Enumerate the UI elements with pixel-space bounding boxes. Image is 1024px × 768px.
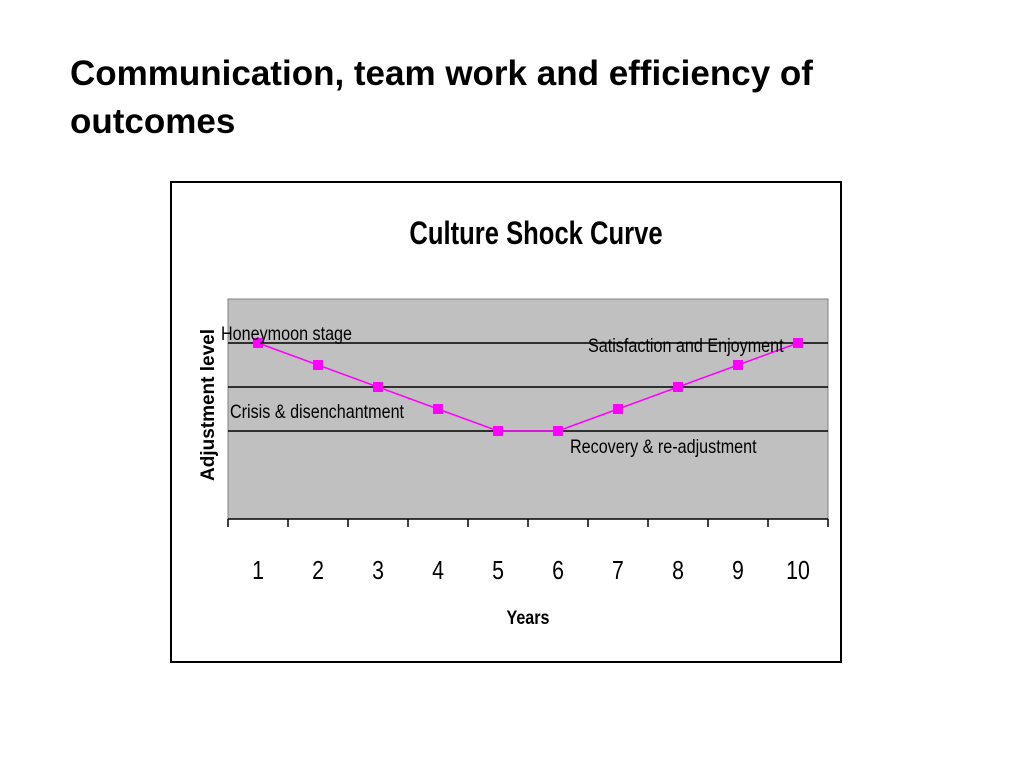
x-tick-label: 10	[786, 556, 810, 586]
plot-area	[227, 298, 829, 520]
data-point-marker	[553, 426, 563, 436]
data-point-marker	[493, 426, 503, 436]
data-point-marker	[613, 404, 623, 414]
series-line	[257, 342, 799, 432]
annotation-label: Satisfaction and Enjoyment	[588, 335, 784, 357]
x-tick-label: 3	[372, 556, 384, 586]
chart-title: Culture Shock Curve	[409, 216, 662, 251]
data-point-marker	[373, 382, 383, 392]
x-tick-label: 5	[492, 556, 504, 586]
x-tick-label: 1	[252, 556, 264, 586]
slide-title: Communication, team work and efficiency …	[70, 54, 813, 141]
data-point-marker	[313, 360, 323, 370]
x-axis-title: Years	[506, 607, 549, 629]
x-tick-label: 7	[612, 556, 624, 586]
x-tick-label: 4	[432, 556, 444, 586]
data-point-marker	[433, 404, 443, 414]
x-tick-label: 9	[732, 556, 744, 586]
data-point-marker	[673, 382, 683, 392]
x-tick-label: 2	[312, 556, 324, 586]
data-point-marker	[793, 338, 803, 348]
x-tick-label: 6	[552, 556, 564, 586]
y-axis-title: Adjustment level	[198, 329, 219, 481]
data-point-marker	[733, 360, 743, 370]
annotation-label: Recovery & re-adjustment	[570, 436, 757, 458]
x-tick-label: 8	[672, 556, 684, 586]
annotation-label: Honeymoon stage	[221, 323, 352, 345]
data-point-marker	[253, 338, 263, 348]
annotation-label: Crisis & disenchantment	[230, 401, 404, 423]
